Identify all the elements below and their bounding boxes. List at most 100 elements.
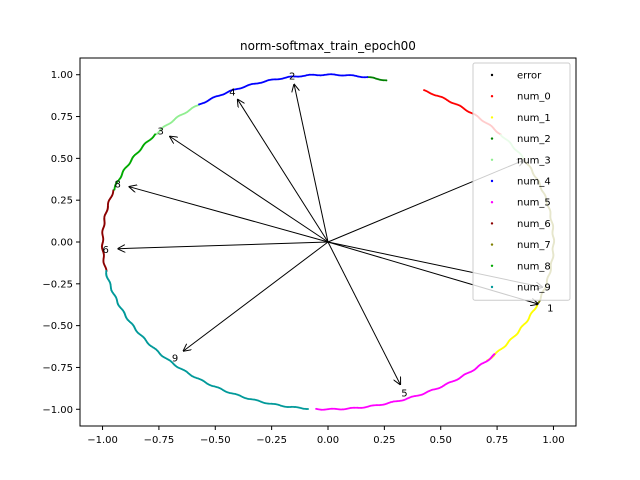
- legend-box: [472, 62, 571, 301]
- legend-entry: num_8: [517, 261, 551, 272]
- y-tick-label: −0.75: [42, 363, 73, 374]
- arrow-5: [327, 241, 400, 384]
- y-tick-label: 0.75: [51, 112, 73, 123]
- x-tick-label: −1.00: [87, 435, 118, 446]
- point: [353, 406, 356, 409]
- y-tick-label: 0.25: [51, 196, 73, 207]
- point: [290, 405, 293, 408]
- legend-marker: [490, 137, 494, 140]
- x-tick-label: 0.00: [317, 435, 339, 446]
- point: [291, 405, 294, 408]
- arrow-label: 5: [401, 389, 407, 400]
- legend-entry: num_2: [517, 134, 551, 145]
- point: [275, 78, 278, 81]
- point: [268, 402, 271, 405]
- point: [423, 89, 426, 92]
- series-num_9: [105, 270, 309, 410]
- point: [364, 76, 367, 79]
- legend-marker: [490, 179, 494, 183]
- point: [306, 408, 309, 410]
- series-num_1: [486, 304, 539, 362]
- x-tick-label: 1.00: [542, 435, 564, 446]
- point: [366, 76, 369, 79]
- arrow-label: 3: [158, 126, 164, 137]
- arrow-9: [184, 241, 329, 351]
- legend-entry: num_4: [517, 177, 551, 188]
- point: [340, 408, 343, 411]
- point: [296, 75, 299, 78]
- point: [348, 74, 351, 77]
- point: [357, 406, 360, 409]
- legend-entry: num_9: [517, 283, 551, 294]
- arrow-label: 1: [547, 304, 553, 315]
- scatter-points: [100, 73, 556, 411]
- point: [294, 75, 297, 78]
- legend-entry: num_5: [517, 198, 551, 209]
- series-num_6: [100, 189, 115, 272]
- point: [286, 405, 289, 408]
- legend-entry: num_0: [517, 92, 551, 103]
- arrow-label: 2: [289, 71, 295, 82]
- point: [363, 76, 366, 79]
- point: [341, 74, 344, 77]
- point: [287, 405, 290, 408]
- point: [113, 188, 116, 191]
- point: [198, 103, 201, 106]
- legend-entry: error: [517, 71, 542, 82]
- chart-title: norm-softmax_train_epoch00: [240, 39, 416, 53]
- point: [274, 78, 277, 81]
- series-num_8: [113, 133, 157, 191]
- x-tick-label: 0.75: [486, 435, 508, 446]
- arrow-label: 9: [172, 353, 178, 364]
- arrow-6: [118, 241, 329, 249]
- x-tick-label: −0.75: [144, 435, 175, 446]
- point: [292, 75, 295, 78]
- point: [330, 73, 333, 76]
- series-num_4: [198, 73, 369, 106]
- arrow-label: 6: [103, 245, 109, 256]
- point: [297, 75, 300, 78]
- point: [305, 408, 308, 410]
- point: [367, 76, 370, 79]
- legend-marker: [490, 264, 494, 267]
- legend: error num_0 num_1 num_2 num_3 num_4 num_5 num_6…: [472, 62, 571, 301]
- point: [320, 408, 323, 411]
- x-axis-ticks: −1.00 −0.75 −0.50 −0.25 0.00 0.25 0.50 0.75 1.00: [87, 426, 565, 446]
- y-tick-label: 1.00: [51, 70, 73, 81]
- y-tick-label: −0.25: [42, 279, 73, 290]
- legend-marker: [490, 73, 494, 77]
- legend-marker: [490, 201, 494, 204]
- point: [376, 404, 379, 407]
- point: [385, 79, 388, 82]
- y-tick-label: 0.00: [51, 238, 73, 249]
- legend-entry: num_6: [517, 219, 551, 230]
- point: [311, 73, 314, 76]
- arrow-8: [130, 187, 329, 243]
- x-tick-label: −0.25: [256, 435, 287, 446]
- point: [493, 353, 496, 356]
- point: [375, 404, 378, 407]
- legend-entry: num_1: [517, 113, 551, 124]
- y-tick-label: −0.50: [42, 321, 73, 332]
- point: [293, 75, 296, 78]
- y-axis-ticks: 1.00 0.75 0.50 0.25 0.00 −0.25 −0.50 −0.75 −1.00: [42, 70, 80, 416]
- series-num_5: [315, 353, 496, 411]
- legend-entry: num_7: [517, 240, 551, 251]
- x-tick-label: 0.25: [373, 435, 395, 446]
- arrow-2: [294, 85, 329, 243]
- legend-marker: [490, 285, 494, 289]
- legend-entry: num_3: [517, 155, 551, 166]
- legend-marker: [490, 116, 494, 119]
- arrow-label: 8: [115, 179, 121, 190]
- arrow-label: 4: [229, 87, 235, 98]
- y-tick-label: −1.00: [42, 405, 73, 416]
- legend-marker: [490, 95, 494, 98]
- arrow-4: [238, 100, 329, 243]
- point: [359, 406, 362, 409]
- point: [319, 74, 322, 77]
- legend-marker: [490, 222, 494, 225]
- series-num_2: [366, 76, 388, 82]
- x-tick-label: −0.50: [200, 435, 231, 446]
- legend-marker: [490, 158, 494, 161]
